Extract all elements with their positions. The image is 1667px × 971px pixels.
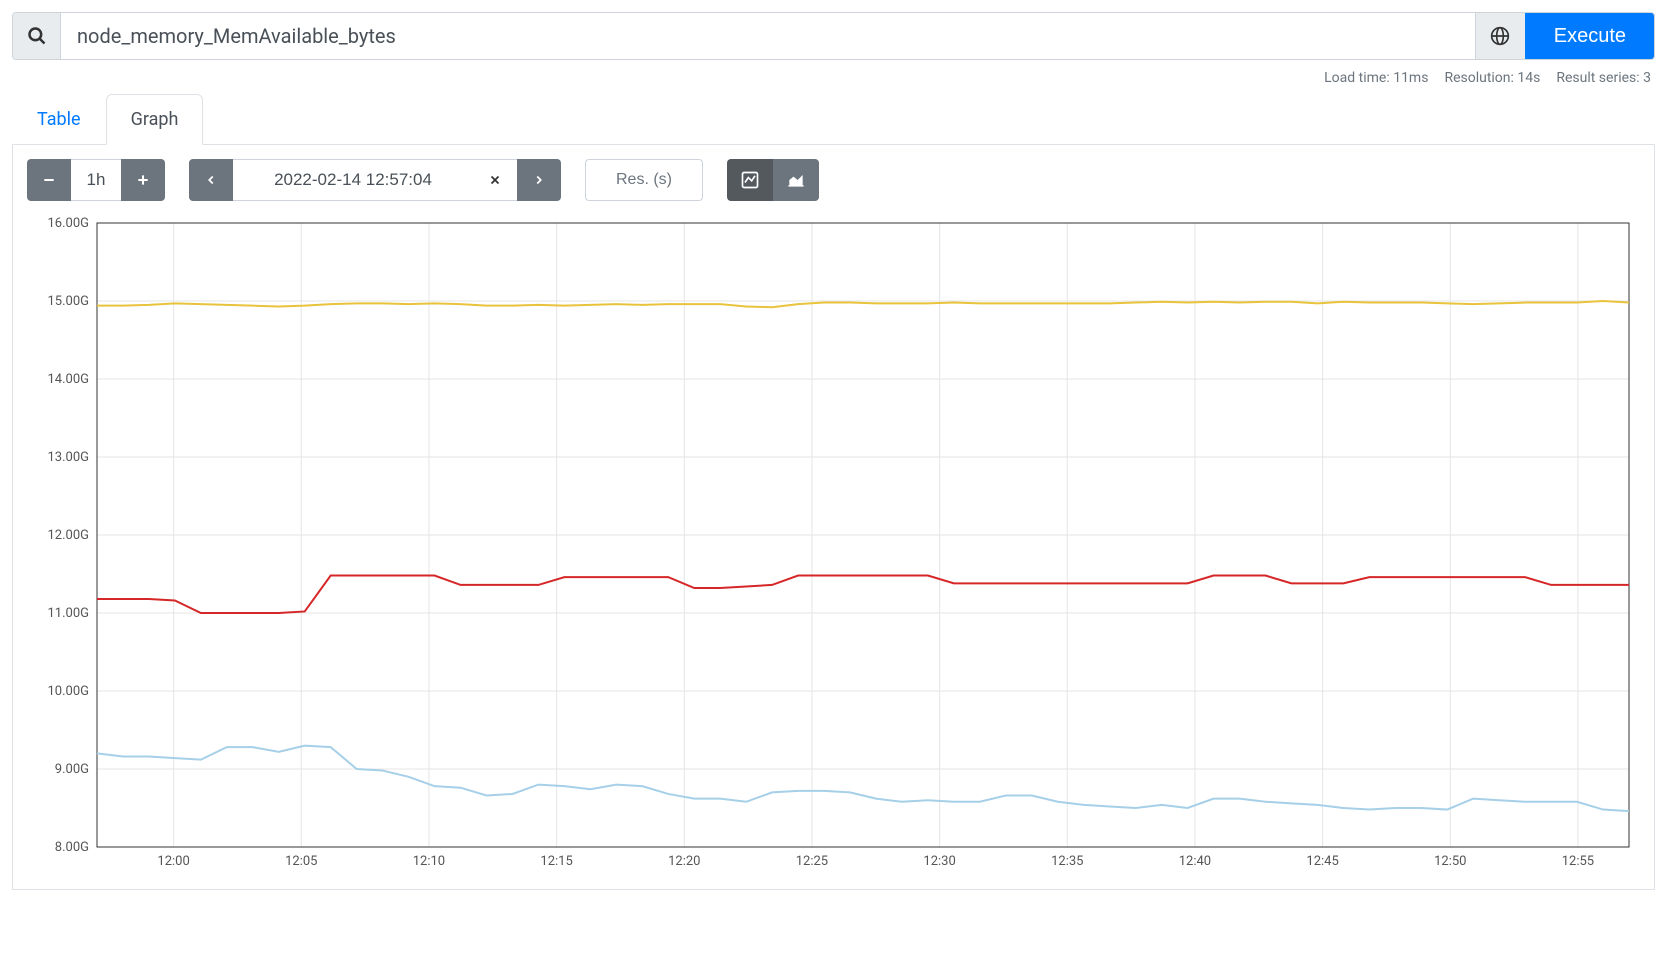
series-line-series-a: [97, 301, 1629, 307]
end-time-input[interactable]: [233, 159, 473, 201]
stacked-mode-button[interactable]: [773, 159, 819, 201]
svg-text:12:25: 12:25: [796, 854, 828, 869]
execute-button[interactable]: Execute: [1525, 13, 1654, 59]
svg-text:12:15: 12:15: [540, 854, 572, 869]
tab-table[interactable]: Table: [12, 94, 106, 145]
query-meta: Load time: 11ms Resolution: 14s Result s…: [12, 60, 1655, 94]
series-line-series-b: [97, 576, 1629, 613]
svg-text:12:55: 12:55: [1562, 854, 1594, 869]
load-time: Load time: 11ms: [1324, 70, 1428, 86]
svg-text:12:20: 12:20: [668, 854, 700, 869]
query-input[interactable]: [61, 13, 1475, 59]
globe-button[interactable]: [1475, 13, 1525, 59]
tabs: Table Graph: [12, 94, 1655, 145]
query-bar: Execute: [12, 12, 1655, 60]
svg-text:16.00G: 16.00G: [47, 216, 89, 231]
time-group: [189, 159, 561, 201]
chart-mode-group: [727, 159, 819, 201]
resolution-input[interactable]: [585, 159, 703, 201]
svg-text:12:45: 12:45: [1306, 854, 1338, 869]
svg-text:12:30: 12:30: [923, 854, 955, 869]
range-group: [27, 159, 165, 201]
tab-graph[interactable]: Graph: [106, 94, 204, 145]
svg-text:8.00G: 8.00G: [55, 840, 89, 855]
svg-text:13.00G: 13.00G: [47, 450, 89, 465]
line-mode-button[interactable]: [727, 159, 773, 201]
svg-text:12:40: 12:40: [1179, 854, 1211, 869]
search-icon: [13, 13, 61, 59]
chart: 8.00G 9.00G 10.00G 11.00G 12.00G 13.00G 14.00G…: [27, 215, 1637, 875]
series-line-series-c: [97, 746, 1629, 812]
range-decrease-button[interactable]: [27, 159, 71, 201]
svg-text:11.00G: 11.00G: [47, 606, 89, 621]
svg-text:9.00G: 9.00G: [55, 762, 89, 777]
svg-text:12:05: 12:05: [285, 854, 317, 869]
time-next-button[interactable]: [517, 159, 561, 201]
resolution: Resolution: 14s: [1444, 70, 1540, 86]
svg-text:14.00G: 14.00G: [47, 372, 89, 387]
graph-controls: [27, 159, 1640, 201]
time-prev-button[interactable]: [189, 159, 233, 201]
svg-text:12.00G: 12.00G: [47, 528, 89, 543]
result-series: Result series: 3: [1556, 70, 1651, 86]
svg-text:12:50: 12:50: [1434, 854, 1466, 869]
svg-text:10.00G: 10.00G: [47, 684, 89, 699]
svg-text:12:10: 12:10: [413, 854, 445, 869]
svg-text:15.00G: 15.00G: [47, 294, 89, 309]
graph-panel: 8.00G 9.00G 10.00G 11.00G 12.00G 13.00G 14.00G…: [12, 145, 1655, 890]
svg-text:12:00: 12:00: [157, 854, 189, 869]
range-increase-button[interactable]: [121, 159, 165, 201]
clear-time-button[interactable]: [473, 159, 517, 201]
svg-text:12:35: 12:35: [1051, 854, 1083, 869]
range-input[interactable]: [71, 159, 121, 201]
